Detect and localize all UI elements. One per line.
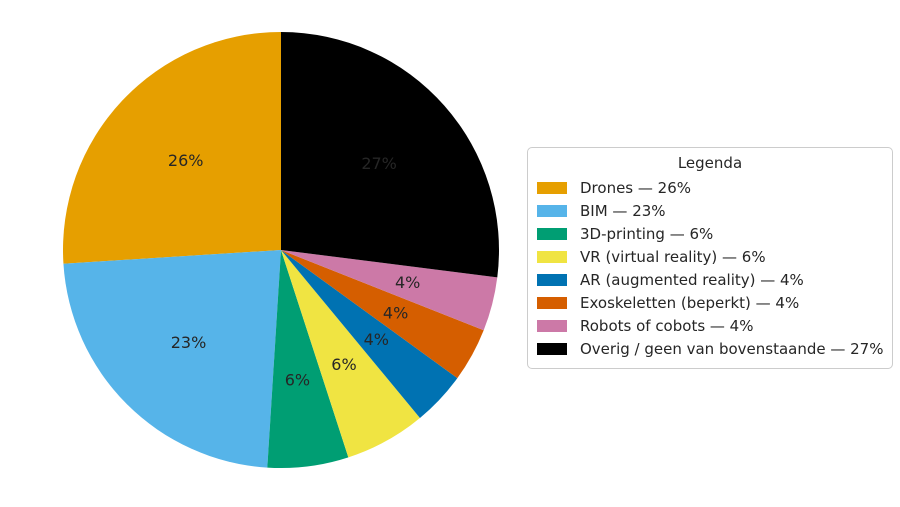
legend-swatch-exoskeletten-beperkt xyxy=(537,296,567,309)
slice-label-exoskeletten-beperkt: 4% xyxy=(383,304,408,323)
legend-item-overig-geen-van-bovenstaande: Overig / geen van bovenstaande — 27% xyxy=(537,337,883,360)
pie-slice-3d-printing xyxy=(267,250,349,468)
legend-item-3d-printing: 3D-printing — 6% xyxy=(537,222,883,245)
legend-swatch-overig-geen-van-bovenstaande xyxy=(537,342,567,355)
legend-item-drones: Drones — 26% xyxy=(537,176,883,199)
legend-items: Drones — 26% BIM — 23% 3D-printing — 6% VR … xyxy=(537,176,883,360)
slice-label-robots-of-cobots: 4% xyxy=(395,273,420,292)
legend-swatch-robots-of-cobots xyxy=(537,319,567,332)
legend-title: Legenda xyxy=(677,154,743,172)
legend-item-exoskeletten-beperkt: Exoskeletten (beperkt) — 4% xyxy=(537,291,883,314)
pie-slice-drones xyxy=(63,32,281,264)
legend-label: Overig / geen van bovenstaande — 27% xyxy=(580,339,884,358)
slice-label-overig-geen-van-bovenstaande: 27% xyxy=(361,154,397,173)
pie-slice-bim xyxy=(63,250,281,468)
legend: Legenda Drones — 26% BIM — 23% 3D-printing… xyxy=(527,147,893,369)
legend-item-vr-virtual-reality: VR (virtual reality) — 6% xyxy=(537,245,883,268)
legend-label: AR (augmented reality) — 4% xyxy=(580,270,804,289)
legend-label: Exoskeletten (beperkt) — 4% xyxy=(580,293,800,312)
legend-item-ar-augmented-reality: AR (augmented reality) — 4% xyxy=(537,268,883,291)
legend-swatch-ar-augmented-reality xyxy=(537,273,567,286)
legend-swatch-bim xyxy=(537,204,567,217)
pie-slice-exoskeletten-beperkt xyxy=(281,250,484,379)
pie-slice-vr-virtual-reality xyxy=(281,250,420,458)
legend-label: 3D-printing — 6% xyxy=(580,224,714,243)
legend-label: Robots of cobots — 4% xyxy=(580,316,754,335)
legend-swatch-vr-virtual-reality xyxy=(537,250,567,263)
legend-item-bim: BIM — 23% xyxy=(537,199,883,222)
legend-swatch-3d-printing xyxy=(537,227,567,240)
legend-label: BIM — 23% xyxy=(580,201,666,220)
slice-label-bim: 23% xyxy=(171,333,207,352)
pie-slice-ar-augmented-reality xyxy=(281,250,458,418)
legend-item-robots-of-cobots: Robots of cobots — 4% xyxy=(537,314,883,337)
pie-slice-overig-geen-van-bovenstaande xyxy=(281,32,500,278)
slice-label-vr-virtual-reality: 6% xyxy=(331,355,356,374)
slice-label-ar-augmented-reality: 4% xyxy=(364,330,389,349)
legend-swatch-drones xyxy=(537,181,567,194)
slice-label-drones: 26% xyxy=(168,151,204,170)
pie-slice-robots-of-cobots xyxy=(281,250,498,331)
legend-label: VR (virtual reality) — 6% xyxy=(580,247,766,266)
legend-label: Drones — 26% xyxy=(580,178,691,197)
slice-label-3d-printing: 6% xyxy=(285,370,310,389)
